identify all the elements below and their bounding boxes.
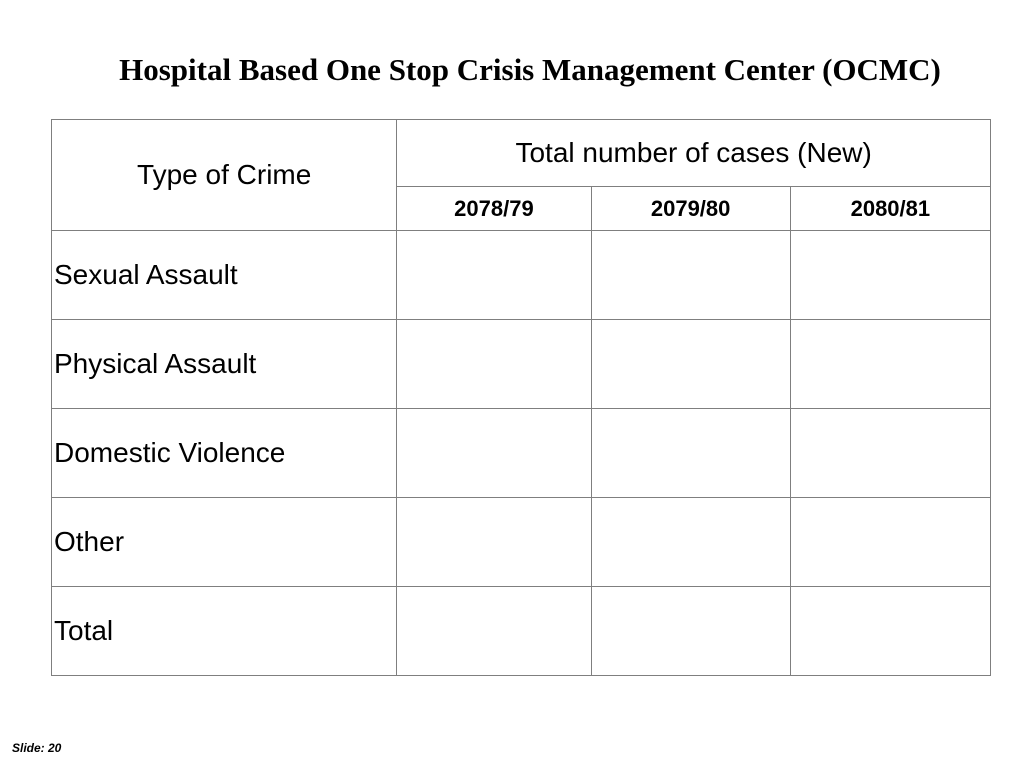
table-cell — [396, 230, 592, 320]
table-cell — [789, 497, 992, 587]
slide-title: Hospital Based One Stop Crisis Managemen… — [119, 52, 941, 87]
table-cell — [590, 408, 791, 498]
cases-table: Type of Crime Total number of cases (New… — [50, 119, 992, 676]
year-header: 2080/81 — [789, 186, 992, 231]
total-cases-header: Total number of cases (New) — [396, 119, 991, 187]
table-cell — [590, 586, 791, 676]
table-row: Other — [50, 497, 992, 587]
crime-type-label: Other — [50, 497, 398, 587]
crime-type-label: Domestic Violence — [50, 408, 398, 498]
table-cell — [590, 230, 791, 320]
table-row: Domestic Violence — [50, 408, 992, 498]
year-header-row: 2078/79 2079/80 2080/81 — [52, 186, 992, 231]
year-header: 2078/79 — [396, 186, 592, 231]
type-of-crime-header: Type of Crime — [50, 119, 398, 231]
crime-type-label: Total — [50, 586, 398, 676]
year-header: 2079/80 — [590, 186, 791, 231]
table-cell — [789, 319, 992, 409]
crime-type-label: Sexual Assault — [50, 230, 398, 320]
table-cell — [396, 586, 592, 676]
table-row: Sexual Assault — [50, 230, 992, 320]
table-cell — [396, 408, 592, 498]
table-row: Physical Assault — [50, 319, 992, 409]
crime-type-label: Physical Assault — [50, 319, 398, 409]
table-cell — [789, 586, 992, 676]
table-cell — [590, 319, 791, 409]
slide-number: Slide: 20 — [12, 741, 62, 755]
table-cell — [590, 497, 791, 587]
table-cell — [789, 408, 992, 498]
table-cell — [396, 497, 592, 587]
table-header-row: Type of Crime Total number of cases (New… — [50, 119, 991, 231]
table-row: Total — [50, 586, 992, 676]
table-cell — [789, 230, 992, 320]
table-cell — [396, 319, 592, 409]
